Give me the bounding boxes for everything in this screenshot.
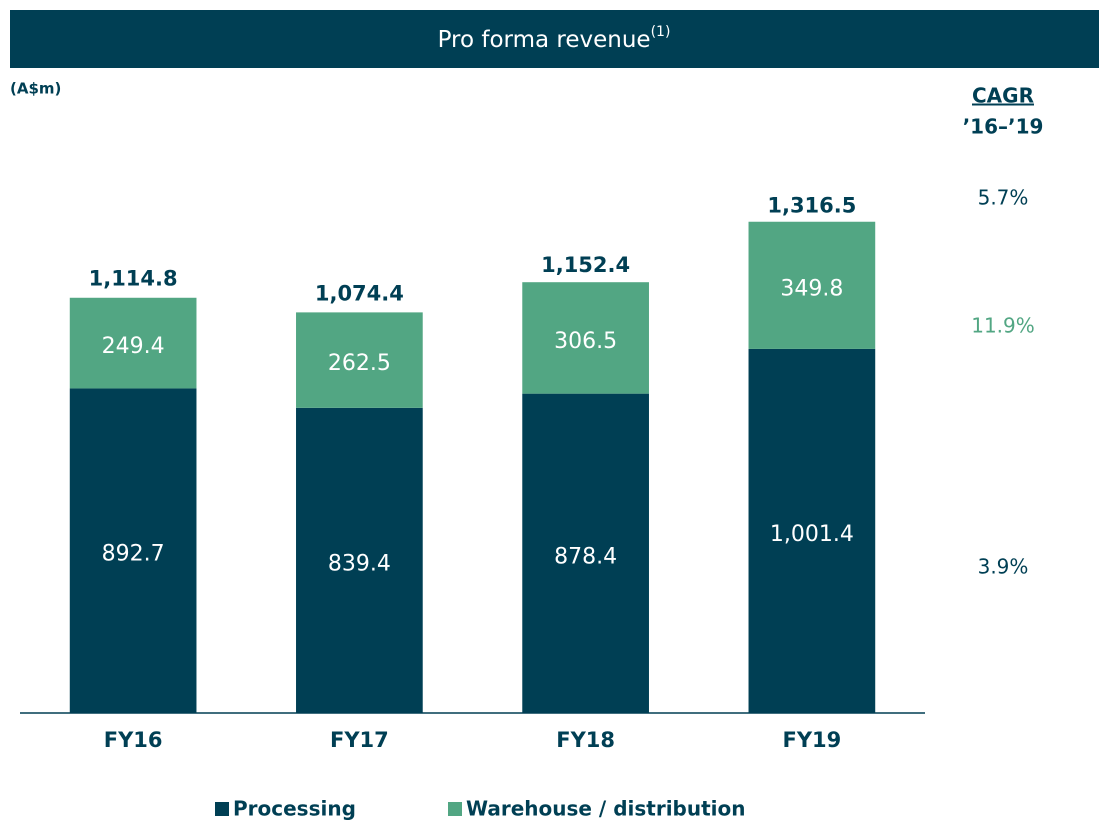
bar-segment <box>69 297 197 389</box>
data-label: 839.4 <box>328 551 391 576</box>
data-label: 1,001.4 <box>770 522 854 547</box>
bar-segment <box>522 282 649 394</box>
bar-segment <box>748 348 876 713</box>
legend-label: Processing <box>233 797 356 821</box>
units-label: (A$m) <box>10 80 61 98</box>
x-tick-label: FY18 <box>556 728 615 752</box>
bar-segment <box>69 388 197 713</box>
data-label: 892.7 <box>102 542 165 567</box>
cagr-period: ’16–’19 <box>963 115 1044 139</box>
legend-swatch <box>215 802 229 816</box>
title-note: (1) <box>651 24 671 40</box>
x-tick-label: FY17 <box>330 728 389 752</box>
data-label: 262.5 <box>328 351 391 376</box>
total-label: 1,074.4 <box>315 281 404 305</box>
data-label: 878.4 <box>554 544 617 569</box>
data-label: 249.4 <box>102 334 165 359</box>
total-label: 1,152.4 <box>541 253 630 277</box>
cagr-value: 5.7% <box>978 186 1029 210</box>
x-tick-label: FY19 <box>782 728 841 752</box>
cagr-value: 3.9% <box>978 555 1029 579</box>
bar-segment <box>522 393 649 713</box>
legend-swatch <box>448 802 462 816</box>
bar-segment <box>748 221 876 349</box>
bar-segment <box>296 407 423 713</box>
total-label: 1,316.5 <box>767 193 856 217</box>
data-label: 306.5 <box>554 329 617 354</box>
title-bar <box>10 10 1099 68</box>
bar-segment <box>296 312 423 408</box>
cagr-title: CAGR <box>972 84 1034 108</box>
total-label: 1,114.8 <box>89 267 178 291</box>
title-text: Pro forma revenue <box>438 27 651 53</box>
data-label: 349.8 <box>780 276 843 301</box>
cagr-value: 11.9% <box>971 314 1035 338</box>
chart-title: Pro forma revenue(1) <box>438 24 671 53</box>
legend-label: Warehouse / distribution <box>466 797 746 821</box>
x-tick-label: FY16 <box>104 728 163 752</box>
